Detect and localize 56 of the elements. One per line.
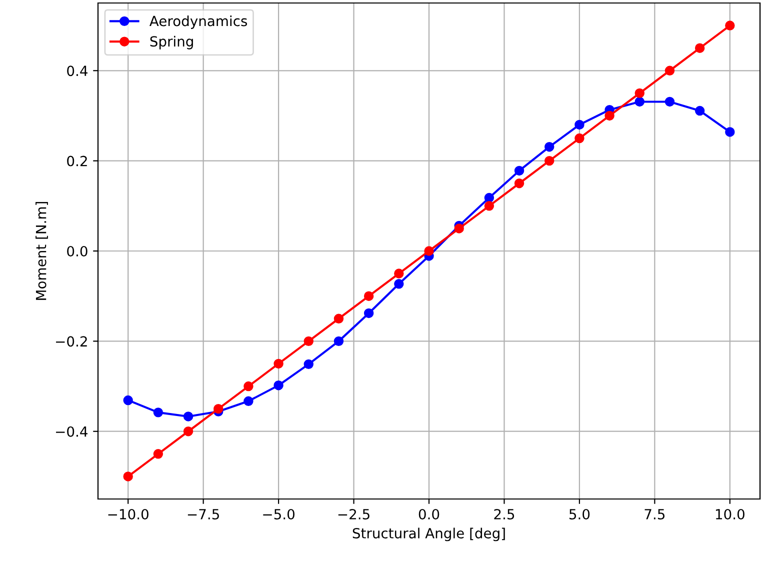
point xyxy=(424,246,434,256)
point xyxy=(634,88,644,98)
x-tick-label: −2.5 xyxy=(338,508,370,520)
x-tick-label: −7.5 xyxy=(188,509,219,520)
point xyxy=(274,380,284,390)
y-tick-label: 0.0 xyxy=(67,246,88,256)
point xyxy=(604,110,614,121)
point xyxy=(123,395,133,406)
point xyxy=(544,156,554,166)
point xyxy=(304,336,314,346)
point xyxy=(484,201,494,211)
point xyxy=(664,66,675,76)
point xyxy=(514,178,524,188)
legend-label: Aerodynamics xyxy=(149,16,248,29)
point xyxy=(364,308,374,318)
point xyxy=(694,106,705,116)
point xyxy=(183,412,194,422)
point xyxy=(304,359,314,370)
point xyxy=(123,472,133,482)
legend-label: Spring xyxy=(150,36,193,50)
point xyxy=(725,20,735,30)
point xyxy=(334,314,344,324)
point xyxy=(454,224,464,234)
x-tick-label: 0.0 xyxy=(418,508,440,520)
y-axis-title: Moment [N.m] xyxy=(36,202,48,300)
point xyxy=(244,396,254,406)
x-tick-label: 10.0 xyxy=(716,508,744,520)
point xyxy=(634,96,644,107)
point xyxy=(544,142,554,152)
x-tick-label: −10.0 xyxy=(108,508,148,520)
x-tick-label: 7.5 xyxy=(644,509,665,520)
x-tick-label: 5.0 xyxy=(569,508,590,520)
point xyxy=(153,408,164,418)
point xyxy=(574,133,584,144)
y-tick-label: −0.2 xyxy=(56,336,87,347)
point xyxy=(274,358,284,369)
point xyxy=(244,381,254,392)
point xyxy=(153,449,164,459)
point xyxy=(694,43,705,53)
x-axis-title: Structural Angle [deg] xyxy=(352,528,505,542)
point xyxy=(394,279,404,289)
y-tick-label: −0.4 xyxy=(56,426,88,437)
point xyxy=(214,404,224,414)
point xyxy=(574,120,584,130)
point xyxy=(334,336,344,346)
x-tick-label: 2.5 xyxy=(494,508,514,520)
y-tick-label: 0.4 xyxy=(67,66,88,76)
x-tick-label: −5.0 xyxy=(263,508,294,520)
y-tick-label: 0.2 xyxy=(67,156,87,166)
point xyxy=(725,127,735,137)
point xyxy=(364,291,374,301)
point xyxy=(394,268,404,278)
point xyxy=(514,166,524,176)
point xyxy=(183,426,194,436)
point xyxy=(484,192,494,203)
point xyxy=(664,96,675,107)
